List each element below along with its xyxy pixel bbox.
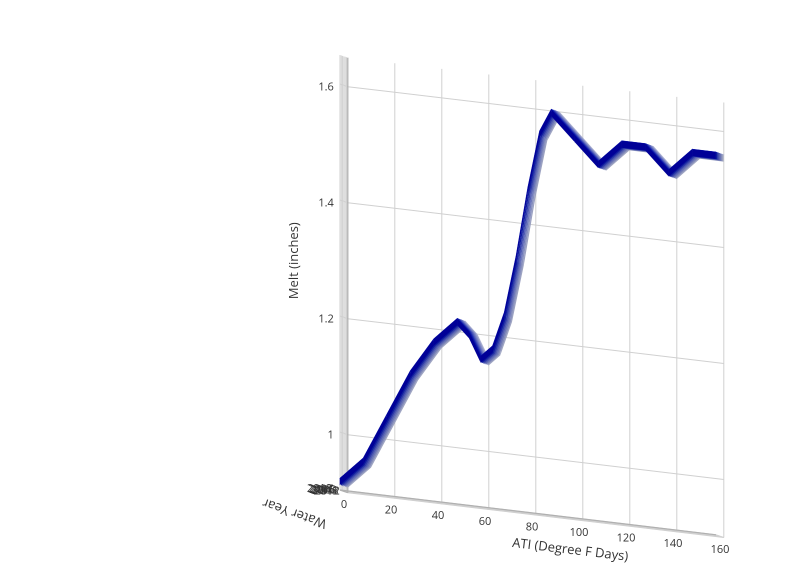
x-tick: 100 [570,525,589,540]
z-axis-label: Melt (inches) [284,222,302,299]
x-tick: 60 [479,514,492,529]
x-tick: 20 [385,503,398,518]
z-tick: 1.2 [318,312,333,327]
x-tick: 120 [617,531,636,546]
tick-labels: 0204060801001201401602012201320142015201… [307,80,730,557]
z-tick: 1.6 [318,80,333,95]
z-tick: 1 [328,428,334,443]
y-axis-label: Water Year [259,494,329,533]
axis-lines [340,58,716,535]
back-wall-grid [348,58,724,538]
x-tick: 140 [664,536,683,551]
z-tick: 1.4 [318,196,334,211]
side-wall-grid [340,55,348,493]
ribbons [340,109,724,488]
x-tick: 80 [526,519,539,534]
ribbon-2018 [340,109,717,485]
y-tick: 2018 [307,481,332,496]
x-tick: 160 [711,542,730,557]
x-tick: 0 [341,497,347,512]
ribbon-3d-chart: 0204060801001201401602012201320142015201… [0,0,796,577]
x-tick: 40 [432,508,445,523]
